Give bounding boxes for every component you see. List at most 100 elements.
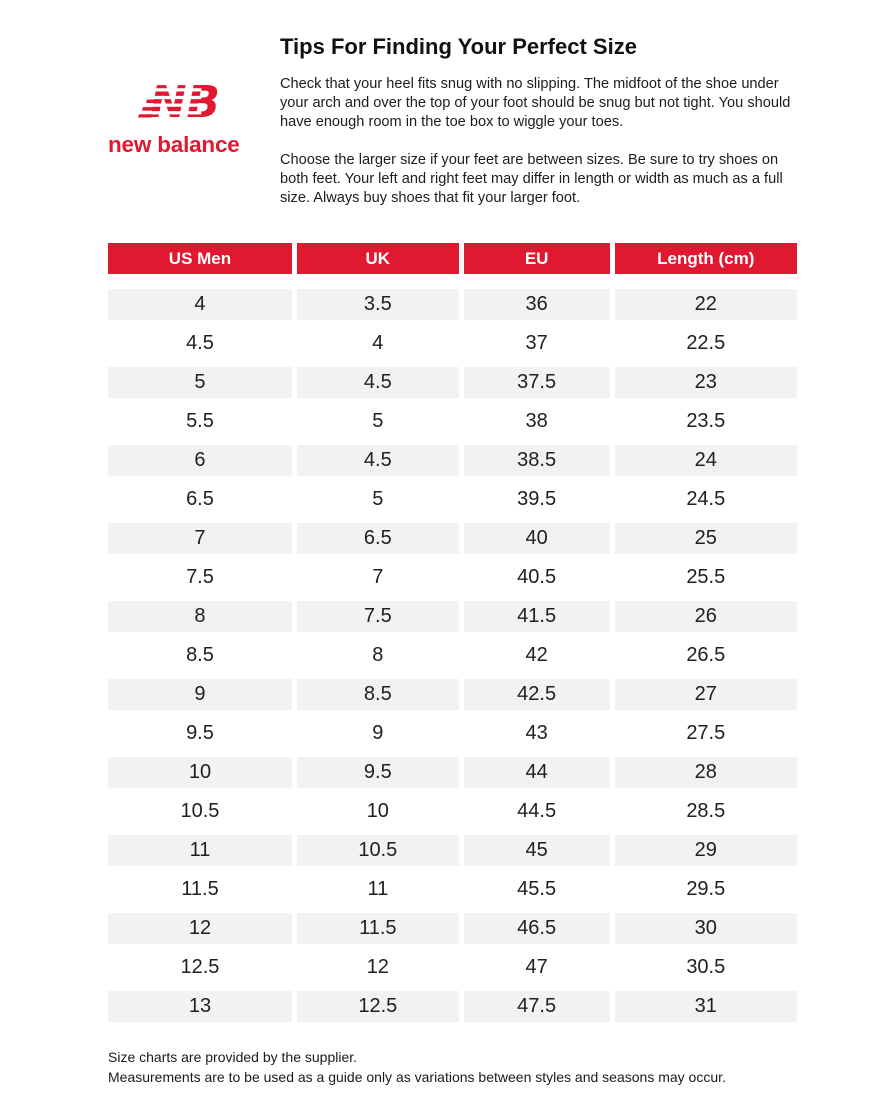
table-row: 7 6.5 40 25 [108,519,797,558]
page-title: Tips For Finding Your Perfect Size [280,34,637,59]
table-cell: 24 [609,441,797,480]
table-cell: 27 [609,675,797,714]
table-cell: 27.5 [609,714,797,753]
table-row: 5 4.5 37.5 23 [108,363,797,402]
table-cell: 24.5 [609,480,797,519]
table-row: 12.5 12 47 30.5 [108,948,797,987]
table-cell: 22.5 [609,324,797,363]
table-cell: 28 [609,753,797,792]
table-cell: 8.5 [291,675,459,714]
brand-wordmark: new balance [108,132,240,157]
table-cell: 4.5 [108,324,292,363]
table-row: 10 9.5 44 28 [108,753,797,792]
table-cell: 5 [291,480,459,519]
table-cell: 42 [458,636,610,675]
table-cell: 12.5 [291,987,459,1026]
table-cell: 4 [291,324,459,363]
table-cell: 7.5 [108,558,292,597]
table-cell: 4 [108,285,292,324]
table-cell: 4.5 [291,363,459,402]
table-row: 10.5 10 44.5 28.5 [108,792,797,831]
table-cell: 47 [458,948,610,987]
svg-text:NB: NB [150,77,220,128]
table-row: 4.5 4 37 22.5 [108,324,797,363]
table-cell: 7.5 [291,597,459,636]
table-cell: 41.5 [458,597,610,636]
table-cell: 37.5 [458,363,610,402]
table-cell: 9.5 [108,714,292,753]
column-header-uk: UK [291,243,459,285]
table-cell: 5 [291,402,459,441]
table-row: 7.5 7 40.5 25.5 [108,558,797,597]
table-cell: 40 [458,519,610,558]
table-row: 11.5 11 45.5 29.5 [108,870,797,909]
table-cell: 25 [609,519,797,558]
table-cell: 28.5 [609,792,797,831]
table-cell: 23.5 [609,402,797,441]
table-cell: 5.5 [108,402,292,441]
table-cell: 26 [609,597,797,636]
table-row: 5.5 5 38 23.5 [108,402,797,441]
table-cell: 30.5 [609,948,797,987]
table-cell: 11.5 [108,870,292,909]
intro-section: NB new balance Tips For Finding Your Per… [108,34,894,208]
table-cell: 12 [108,909,292,948]
column-header-us-men: US Men [108,243,292,285]
table-cell: 5 [108,363,292,402]
table-row: 13 12.5 47.5 31 [108,987,797,1026]
table-cell: 6.5 [108,480,292,519]
table-cell: 22 [609,285,797,324]
table-cell: 11.5 [291,909,459,948]
table-cell: 9.5 [291,753,459,792]
table-cell: 37 [458,324,610,363]
table-cell: 6 [108,441,292,480]
table-cell: 6.5 [291,519,459,558]
table-cell: 43 [458,714,610,753]
new-balance-logo-icon: NB [138,77,220,128]
table-cell: 44.5 [458,792,610,831]
table-cell: 7 [291,558,459,597]
table-row: 12 11.5 46.5 30 [108,909,797,948]
table-header-row: US Men UK EU Length (cm) [108,243,797,285]
table-cell: 9 [108,675,292,714]
table-cell: 8 [291,636,459,675]
table-cell: 36 [458,285,610,324]
intro-text: Tips For Finding Your Perfect Size Check… [280,34,802,208]
table-cell: 10.5 [108,792,292,831]
table-cell: 8.5 [108,636,292,675]
table-cell: 12.5 [108,948,292,987]
table-row: 8.5 8 42 26.5 [108,636,797,675]
table-cell: 9 [291,714,459,753]
table-cell: 23 [609,363,797,402]
table-cell: 26.5 [609,636,797,675]
table-cell: 29.5 [609,870,797,909]
table-cell: 47.5 [458,987,610,1026]
table-row: 11 10.5 45 29 [108,831,797,870]
table-cell: 39.5 [458,480,610,519]
table-cell: 8 [108,597,292,636]
table-cell: 31 [609,987,797,1026]
table-cell: 10 [291,792,459,831]
fit-tips-paragraph-2: Choose the larger size if your feet are … [280,152,783,206]
table-cell: 25.5 [609,558,797,597]
table-cell: 45.5 [458,870,610,909]
table-row: 9.5 9 43 27.5 [108,714,797,753]
table-cell: 30 [609,909,797,948]
table-cell: 10.5 [291,831,459,870]
table-cell: 40.5 [458,558,610,597]
table-cell: 7 [108,519,292,558]
table-cell: 11 [291,870,459,909]
table-cell: 38.5 [458,441,610,480]
table-cell: 12 [291,948,459,987]
table-cell: 29 [609,831,797,870]
size-chart-table: US Men UK EU Length (cm) 4 3.5 36 22 4.5 4 37 2… [108,243,797,1026]
table-cell: 38 [458,402,610,441]
column-header-length-cm: Length (cm) [609,243,797,285]
disclaimer-line-1: Size charts are provided by the supplier… [108,1049,358,1065]
table-cell: 45 [458,831,610,870]
table-row: 6.5 5 39.5 24.5 [108,480,797,519]
table-row: 9 8.5 42.5 27 [108,675,797,714]
table-row: 6 4.5 38.5 24 [108,441,797,480]
brand-logo: NB new balance [108,34,280,208]
